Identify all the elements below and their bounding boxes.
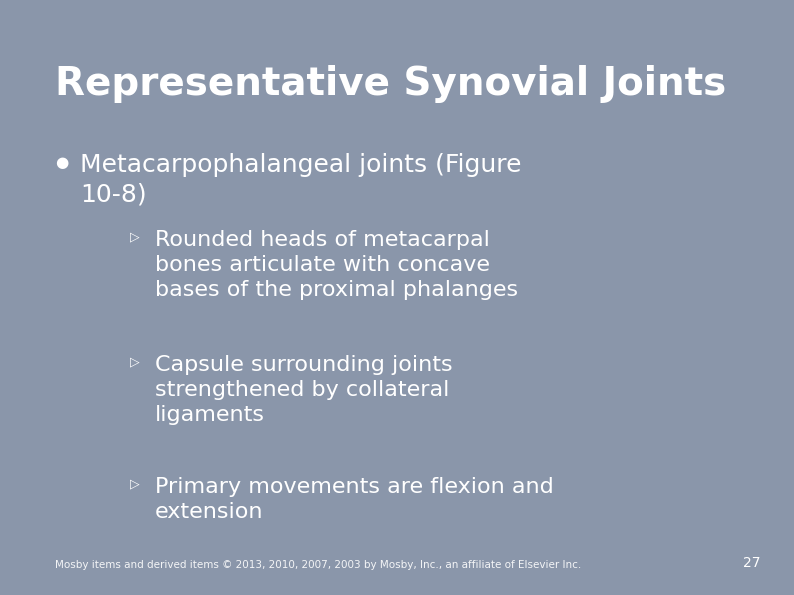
Text: ▷: ▷ bbox=[130, 355, 140, 368]
Text: Primary movements are flexion and
extension: Primary movements are flexion and extens… bbox=[155, 477, 553, 522]
Text: Capsule surrounding joints
strengthened by collateral
ligaments: Capsule surrounding joints strengthened … bbox=[155, 355, 453, 425]
Text: ●: ● bbox=[55, 155, 68, 170]
Text: Rounded heads of metacarpal
bones articulate with concave
bases of the proximal : Rounded heads of metacarpal bones articu… bbox=[155, 230, 518, 300]
Text: 27: 27 bbox=[742, 556, 760, 570]
Text: Mosby items and derived items © 2013, 2010, 2007, 2003 by Mosby, Inc., an affili: Mosby items and derived items © 2013, 20… bbox=[55, 560, 581, 570]
Text: Representative Synovial Joints: Representative Synovial Joints bbox=[55, 65, 727, 103]
Text: ▷: ▷ bbox=[130, 477, 140, 490]
Text: Metacarpophalangeal joints (Figure
10-8): Metacarpophalangeal joints (Figure 10-8) bbox=[80, 153, 522, 206]
Text: ▷: ▷ bbox=[130, 230, 140, 243]
